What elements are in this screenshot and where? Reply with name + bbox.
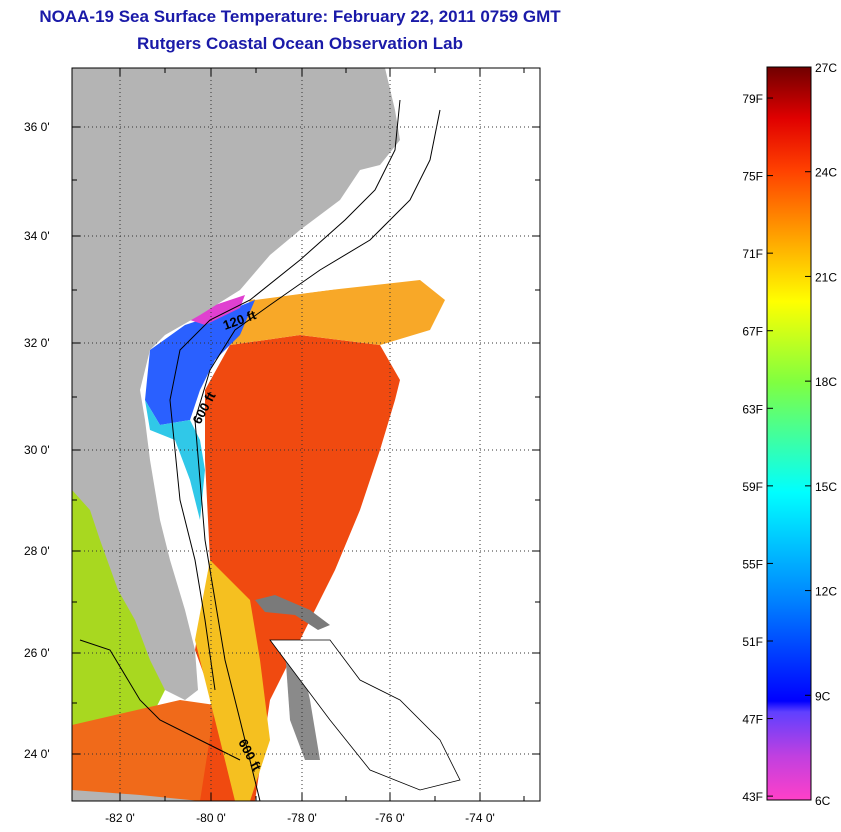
fahrenheit-label: 55F — [742, 557, 763, 571]
celsius-label: 12C — [815, 585, 837, 599]
lat-label-26: 26 0' — [24, 646, 50, 660]
fahrenheit-label: 47F — [742, 713, 763, 727]
fahrenheit-label: 63F — [742, 402, 763, 416]
land-southeast-us — [72, 68, 400, 700]
lat-label-24: 24 0' — [24, 747, 50, 761]
fahrenheit-label: 51F — [742, 635, 763, 649]
cold-shelf-water — [145, 300, 255, 425]
bahamas-bank — [269, 639, 461, 791]
magenta-cold-patch — [190, 295, 245, 325]
lon-label-74: -74 0' — [465, 811, 495, 825]
celsius-label: 21C — [815, 270, 837, 284]
colorbar-celsius-labels: 27C 24C 21C 18C 15C 12C 9C 6C — [815, 61, 837, 808]
map-frame — [71, 67, 541, 802]
midshelf-water — [230, 280, 445, 345]
lon-label-82: -82 0' — [105, 811, 135, 825]
lat-label-28: 28 0' — [24, 544, 50, 558]
celsius-label: 15C — [815, 480, 837, 494]
colorbar-fahrenheit-labels: 79F 75F 71F 67F 63F 59F 55F 51F 47F 43F — [742, 92, 763, 804]
fahrenheit-label: 59F — [742, 480, 763, 494]
land-bahamas-north — [255, 595, 330, 630]
chart-subtitle: Rutgers Coastal Ocean Observation Lab — [137, 34, 463, 53]
celsius-label: 6C — [815, 794, 831, 808]
lon-label-80: -80 0' — [196, 811, 226, 825]
contour-gulf — [79, 639, 241, 761]
lat-label-36: 36 0' — [24, 120, 50, 134]
lon-label-76: -76 0' — [375, 811, 405, 825]
celsius-label: 9C — [815, 689, 831, 703]
southern-shelf-water — [195, 560, 270, 801]
fahrenheit-label: 71F — [742, 247, 763, 261]
celsius-label: 18C — [815, 375, 837, 389]
land-cuba — [72, 790, 200, 801]
fahrenheit-label: 67F — [742, 325, 763, 339]
colorbar-gradient — [766, 66, 812, 801]
cyan-shelf-water — [145, 400, 205, 520]
contour-120ft — [169, 99, 401, 691]
celsius-label: 27C — [815, 61, 837, 75]
fahrenheit-label: 75F — [742, 170, 763, 184]
cloud-no-data — [255, 200, 470, 300]
contour-600ft — [194, 109, 441, 801]
celsius-label: 24C — [815, 166, 837, 180]
colorbar-ticks — [767, 66, 811, 801]
lat-label-30: 30 0' — [24, 443, 50, 457]
lat-label-34: 34 0' — [24, 229, 50, 243]
lat-label-32: 32 0' — [24, 336, 50, 350]
fahrenheit-label: 43F — [742, 790, 763, 804]
map-ticks — [72, 68, 540, 801]
chart-title: NOAA-19 Sea Surface Temperature: Februar… — [39, 7, 561, 26]
gulf-water — [72, 490, 165, 730]
fahrenheit-label: 79F — [742, 92, 763, 106]
lon-label-78: -78 0' — [287, 811, 317, 825]
